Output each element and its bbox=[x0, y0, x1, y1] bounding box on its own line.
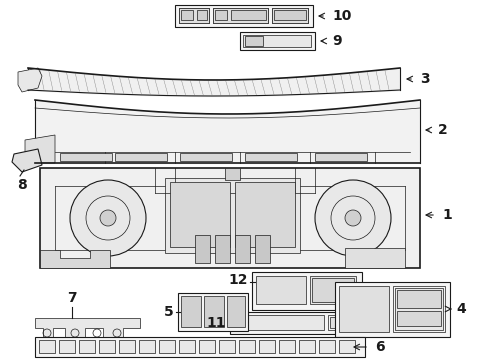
Bar bbox=[395, 288, 443, 330]
Bar bbox=[213, 8, 268, 23]
Text: 11: 11 bbox=[206, 316, 226, 330]
Polygon shape bbox=[12, 149, 42, 172]
Bar bbox=[255, 235, 270, 263]
Text: 9: 9 bbox=[332, 34, 342, 48]
Bar bbox=[299, 340, 315, 353]
Bar bbox=[245, 153, 297, 161]
Bar bbox=[310, 276, 356, 304]
Bar bbox=[40, 168, 420, 268]
Bar bbox=[225, 168, 240, 180]
Bar bbox=[235, 235, 250, 263]
Polygon shape bbox=[35, 318, 140, 345]
Bar bbox=[180, 153, 232, 161]
Bar bbox=[243, 35, 311, 47]
Bar bbox=[393, 286, 445, 332]
Bar bbox=[339, 340, 355, 353]
Circle shape bbox=[345, 210, 361, 226]
Bar bbox=[79, 340, 95, 353]
Bar bbox=[179, 340, 195, 353]
Polygon shape bbox=[40, 250, 110, 268]
Bar bbox=[170, 182, 230, 247]
Polygon shape bbox=[18, 68, 42, 92]
Bar bbox=[312, 278, 354, 302]
Bar bbox=[39, 340, 55, 353]
Circle shape bbox=[70, 180, 146, 256]
Bar bbox=[219, 340, 235, 353]
Bar bbox=[315, 153, 367, 161]
Bar bbox=[259, 340, 275, 353]
Bar bbox=[239, 340, 255, 353]
Bar bbox=[115, 153, 167, 161]
Bar bbox=[60, 153, 112, 161]
Bar bbox=[274, 10, 306, 20]
Bar bbox=[195, 235, 210, 263]
Bar bbox=[319, 340, 335, 353]
Bar bbox=[181, 10, 193, 20]
Bar bbox=[99, 340, 115, 353]
Text: 5: 5 bbox=[164, 305, 174, 319]
Bar bbox=[230, 312, 375, 334]
Bar bbox=[204, 296, 224, 327]
Text: 10: 10 bbox=[332, 9, 351, 23]
Bar bbox=[272, 8, 308, 23]
Bar bbox=[330, 317, 368, 328]
Text: 2: 2 bbox=[438, 123, 448, 137]
Circle shape bbox=[315, 180, 391, 256]
Bar bbox=[119, 340, 135, 353]
Bar bbox=[252, 272, 362, 310]
Bar bbox=[179, 8, 209, 23]
Bar bbox=[179, 8, 209, 23]
Bar bbox=[159, 340, 175, 353]
Bar bbox=[328, 315, 370, 330]
Text: 3: 3 bbox=[420, 72, 430, 86]
Bar bbox=[59, 340, 75, 353]
Text: 7: 7 bbox=[67, 291, 77, 305]
Polygon shape bbox=[25, 135, 55, 163]
Bar bbox=[339, 286, 389, 332]
Bar bbox=[397, 311, 441, 326]
Bar bbox=[215, 10, 227, 20]
Bar bbox=[256, 276, 306, 304]
Bar bbox=[213, 8, 268, 23]
Bar bbox=[227, 296, 245, 327]
Circle shape bbox=[100, 210, 116, 226]
Text: 4: 4 bbox=[456, 302, 466, 316]
Bar bbox=[335, 282, 450, 337]
Text: 8: 8 bbox=[17, 178, 27, 192]
Bar bbox=[181, 296, 201, 327]
Bar bbox=[240, 32, 315, 50]
Text: 12: 12 bbox=[228, 273, 248, 287]
Bar bbox=[235, 182, 295, 247]
Text: 6: 6 bbox=[375, 340, 385, 354]
Bar bbox=[35, 337, 365, 357]
Bar bbox=[272, 8, 308, 23]
Bar bbox=[165, 178, 300, 253]
Bar bbox=[279, 340, 295, 353]
Bar bbox=[178, 293, 248, 331]
Bar bbox=[345, 248, 405, 268]
Text: 1: 1 bbox=[442, 208, 452, 222]
Bar bbox=[231, 10, 266, 20]
Bar bbox=[197, 10, 207, 20]
Bar bbox=[397, 290, 441, 308]
Bar bbox=[139, 340, 155, 353]
Bar bbox=[257, 312, 357, 320]
Bar bbox=[215, 235, 230, 263]
Bar bbox=[199, 340, 215, 353]
Bar bbox=[234, 315, 324, 330]
Bar bbox=[175, 5, 313, 27]
Bar bbox=[245, 36, 263, 46]
